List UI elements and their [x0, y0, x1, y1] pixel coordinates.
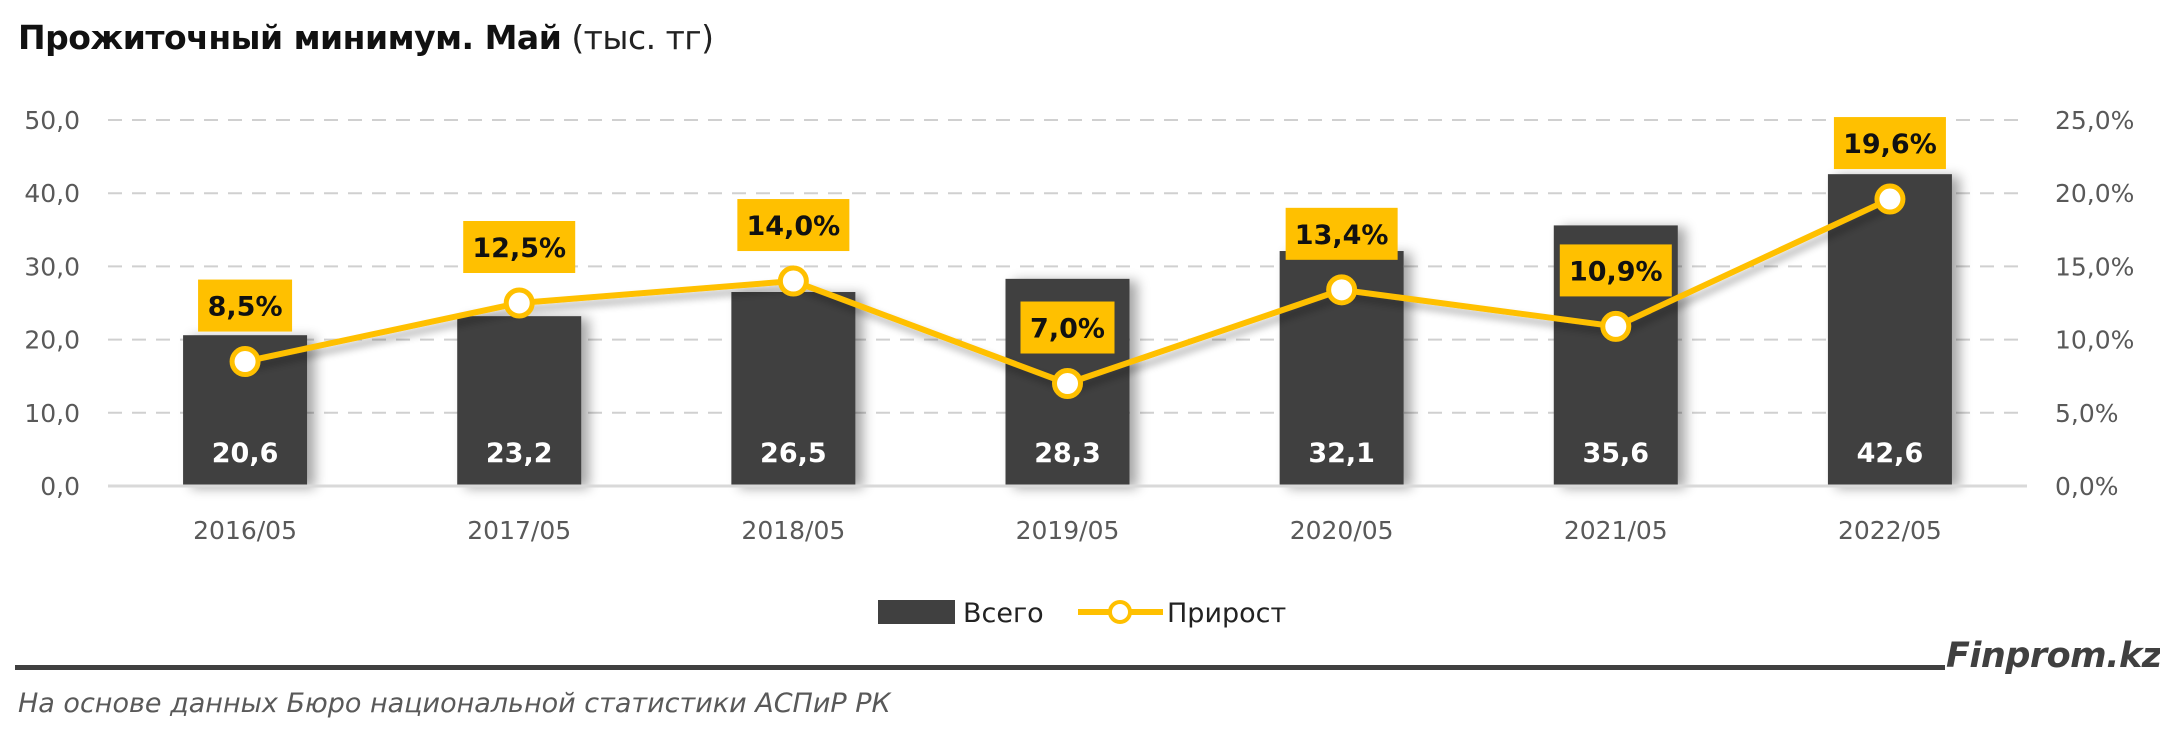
x-tick-label: 2016/05 — [193, 516, 297, 545]
growth-label-text: 10,9% — [1569, 256, 1663, 287]
bar-group: 42,6 — [1827, 174, 1952, 486]
bar-value-label: 26,5 — [760, 438, 827, 469]
bar-group: 26,5 — [731, 292, 856, 486]
x-axis: 2016/05 2017/05 2018/05 2019/05 2020/05 2021/… — [193, 516, 1942, 545]
bar-value-label: 32,1 — [1308, 438, 1375, 469]
bar — [731, 292, 856, 486]
legend-label-total: Всего — [963, 598, 1044, 629]
bar — [457, 316, 582, 486]
footer-divider — [15, 665, 1945, 670]
growth-label: 8,5% — [198, 279, 293, 332]
growth-label-box — [463, 221, 576, 273]
growth-label: 12,5% — [463, 221, 576, 273]
growth-label-box — [737, 199, 850, 252]
source-note: На основе данных Бюро национальной стати… — [18, 688, 891, 719]
growth-marker — [1874, 183, 1906, 215]
y-tick-right: 5,0% — [2055, 399, 2119, 428]
growth-marker — [1052, 368, 1083, 400]
legend: Всего Прирост — [878, 598, 1286, 629]
x-tick-label: 2018/05 — [741, 516, 845, 545]
growth-label-box — [1833, 117, 1946, 170]
x-tick-label: 2017/05 — [467, 516, 571, 545]
bar-value-label: 23,2 — [486, 438, 553, 469]
growth-label-text: 8,5% — [208, 292, 283, 323]
x-tick-label: 2021/05 — [1564, 516, 1668, 545]
growth-label: 10,9% — [1559, 244, 1672, 297]
growth-marker — [1326, 274, 1358, 306]
y-axis-left: 0,0 10,0 20,0 30,0 40,0 50,0 — [24, 106, 80, 501]
gridlines — [108, 119, 2027, 414]
growth-label-box — [198, 279, 293, 332]
growth-label-text: 12,5% — [472, 233, 566, 264]
x-tick-label: 2019/05 — [1016, 516, 1120, 545]
growth-label: 19,6% — [1833, 117, 1946, 170]
chart-title-main: Прожиточный минимум. Май — [18, 18, 562, 57]
brand-logo: Finprom.kz — [1946, 636, 2160, 676]
x-tick-label: 2020/05 — [1290, 516, 1394, 545]
y-tick-left: 30,0 — [24, 252, 80, 281]
legend-swatch-total — [878, 600, 955, 624]
bar-value-label: 28,3 — [1034, 438, 1101, 469]
legend-marker-growth — [1108, 600, 1132, 624]
bar-group: 23,2 — [457, 316, 582, 486]
y-tick-left: 50,0 — [24, 106, 80, 135]
growth-label-text: 19,6% — [1843, 129, 1937, 160]
growth-label-box — [1559, 244, 1672, 297]
growth-labels: 8,5% 12,5% 14,0% 7,0% 13,4% 10,9% 19,6% — [198, 117, 1946, 354]
legend-label-growth: Прирост — [1167, 598, 1286, 629]
growth-marker — [503, 287, 535, 319]
growth-label-text: 14,0% — [747, 211, 841, 242]
bar — [1827, 174, 1952, 486]
growth-marker — [229, 346, 261, 378]
x-tick-label: 2022/05 — [1838, 516, 1942, 545]
growth-label-box — [1285, 207, 1398, 260]
growth-label-text: 7,0% — [1030, 314, 1105, 345]
y-tick-right: 10,0% — [2055, 326, 2134, 355]
y-tick-right: 15,0% — [2055, 252, 2134, 281]
growth-label: 7,0% — [1020, 301, 1115, 354]
growth-marker — [1600, 310, 1632, 342]
y-tick-left: 0,0 — [40, 472, 80, 501]
y-tick-right: 0,0% — [2055, 472, 2119, 501]
y-tick-left: 20,0 — [24, 326, 80, 355]
y-tick-left: 10,0 — [24, 399, 80, 428]
growth-label: 14,0% — [737, 199, 850, 252]
line-series-growth — [229, 183, 1906, 400]
bar-value-label: 35,6 — [1582, 438, 1649, 469]
growth-marker — [777, 265, 809, 297]
growth-label-box — [1020, 301, 1115, 354]
growth-label-text: 13,4% — [1295, 220, 1389, 251]
y-tick-right: 25,0% — [2055, 106, 2134, 135]
y-tick-left: 40,0 — [24, 179, 80, 208]
growth-label: 13,4% — [1285, 207, 1398, 260]
bar-value-label: 42,6 — [1857, 438, 1924, 469]
y-axis-right: 0,0% 5,0% 10,0% 15,0% 20,0% 25,0% — [2055, 106, 2134, 501]
bar-value-label: 20,6 — [212, 438, 279, 469]
y-tick-right: 20,0% — [2055, 179, 2134, 208]
chart-title-unit: (тыс. тг) — [571, 18, 714, 57]
chart-title: Прожиточный минимум. Май (тыс. тг) — [18, 18, 714, 57]
